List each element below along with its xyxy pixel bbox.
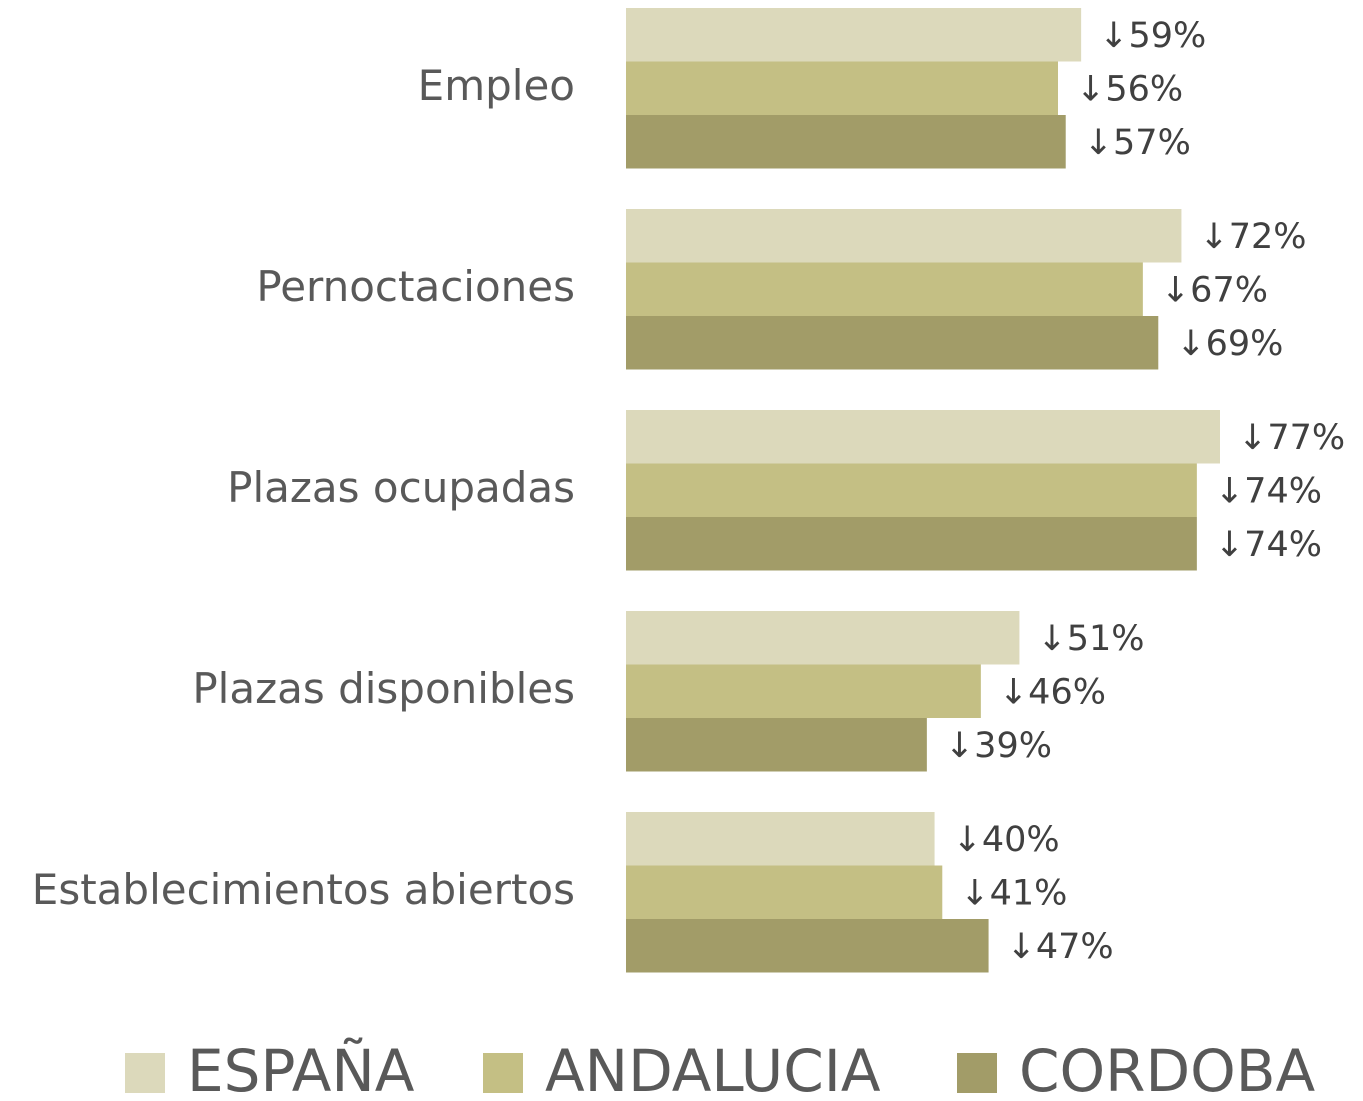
legend-label: ANDALUCIA xyxy=(545,1037,881,1101)
bar xyxy=(626,865,943,919)
value-label: ↓59% xyxy=(1099,16,1206,56)
bar xyxy=(626,209,1182,263)
bar xyxy=(626,463,1197,517)
bar xyxy=(626,8,1082,62)
value-label: ↓74% xyxy=(1215,525,1322,565)
value-label: ↓46% xyxy=(999,672,1106,712)
value-label: ↓40% xyxy=(953,820,1060,860)
bar xyxy=(626,115,1066,169)
bar xyxy=(626,812,935,866)
bar xyxy=(626,262,1143,316)
legend-label: ESPAÑA xyxy=(187,1036,415,1101)
bar xyxy=(626,410,1220,464)
bar xyxy=(626,664,981,718)
category-label: Plazas ocupadas xyxy=(227,463,575,512)
value-label: ↓67% xyxy=(1161,270,1268,310)
value-label: ↓47% xyxy=(1007,927,1114,967)
value-label: ↓39% xyxy=(945,726,1052,766)
bar xyxy=(626,919,989,973)
legend-label: CORDOBA xyxy=(1019,1037,1316,1101)
value-label: ↓72% xyxy=(1199,217,1306,257)
category-label: Plazas disponibles xyxy=(192,664,575,713)
category-label: Establecimientos abiertos xyxy=(32,865,575,914)
value-label: ↓77% xyxy=(1238,418,1345,458)
value-label: ↓41% xyxy=(960,873,1067,913)
value-label: ↓57% xyxy=(1084,123,1191,163)
legend-swatch xyxy=(125,1053,165,1093)
bar xyxy=(626,517,1197,571)
bar xyxy=(626,611,1020,665)
legend-swatch xyxy=(483,1053,523,1093)
value-label: ↓51% xyxy=(1037,619,1144,659)
category-label: Pernoctaciones xyxy=(256,262,575,311)
bar xyxy=(626,61,1058,115)
value-label: ↓69% xyxy=(1176,324,1283,364)
value-label: ↓56% xyxy=(1076,69,1183,109)
bar xyxy=(626,718,927,772)
bar xyxy=(626,316,1159,370)
value-label: ↓74% xyxy=(1215,471,1322,511)
category-label: Empleo xyxy=(418,61,575,110)
legend-swatch xyxy=(957,1053,997,1093)
